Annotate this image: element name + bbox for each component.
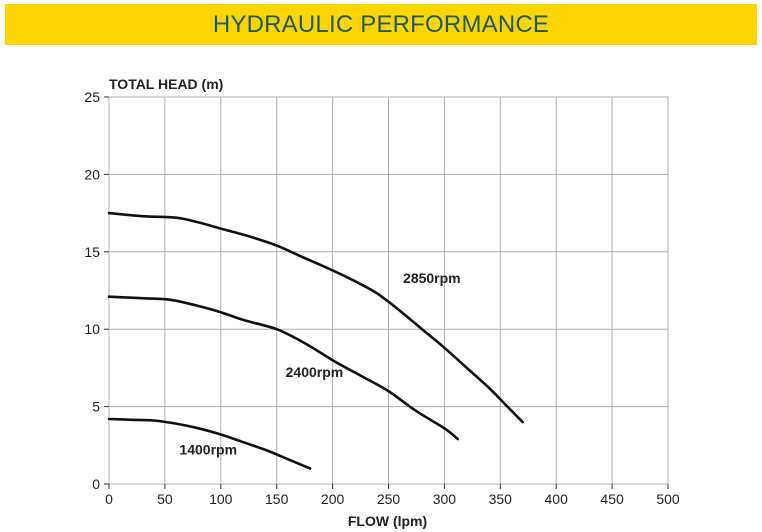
x-tick-label: 250 (377, 491, 401, 507)
x-tick-label: 400 (545, 491, 569, 507)
x-tick-label: 200 (321, 491, 345, 507)
y-tick-label: 15 (84, 244, 100, 260)
y-tick-label: 25 (84, 89, 100, 105)
x-axis-title: FLOW (lpm) (348, 513, 427, 529)
chart-curve-labels: 2850rpm 2400rpm 1400rpm (179, 270, 460, 458)
y-axis-title: TOTAL HEAD (m) (109, 76, 223, 92)
chart-ticks: 0 50 100 150 200 250 300 350 400 450 500 0 5 10 15 20 25 (84, 89, 679, 507)
curve-2850rpm (107, 211, 524, 424)
x-tick-label: 150 (265, 491, 289, 507)
curve-label-2850rpm: 2850rpm (403, 270, 461, 286)
y-tick-label: 5 (92, 399, 100, 415)
x-tick-label: 0 (105, 491, 113, 507)
x-tick-label: 100 (209, 491, 233, 507)
chart-series (107, 211, 524, 470)
curve-label-2400rpm: 2400rpm (286, 364, 344, 380)
x-tick-label: 350 (489, 491, 513, 507)
header-banner: HYDRAULIC PERFORMANCE (5, 4, 757, 45)
page-title: HYDRAULIC PERFORMANCE (212, 10, 550, 38)
x-tick-label: 500 (656, 491, 680, 507)
curve-1400rpm (107, 417, 312, 470)
curve-2400rpm (107, 295, 460, 441)
y-tick-label: 20 (84, 166, 100, 182)
x-tick-label: 50 (157, 491, 173, 507)
y-tick-label: 0 (92, 476, 100, 492)
y-tick-label: 10 (84, 321, 100, 337)
x-tick-label: 450 (600, 491, 624, 507)
curve-label-1400rpm: 1400rpm (179, 442, 237, 458)
x-tick-label: 300 (433, 491, 457, 507)
